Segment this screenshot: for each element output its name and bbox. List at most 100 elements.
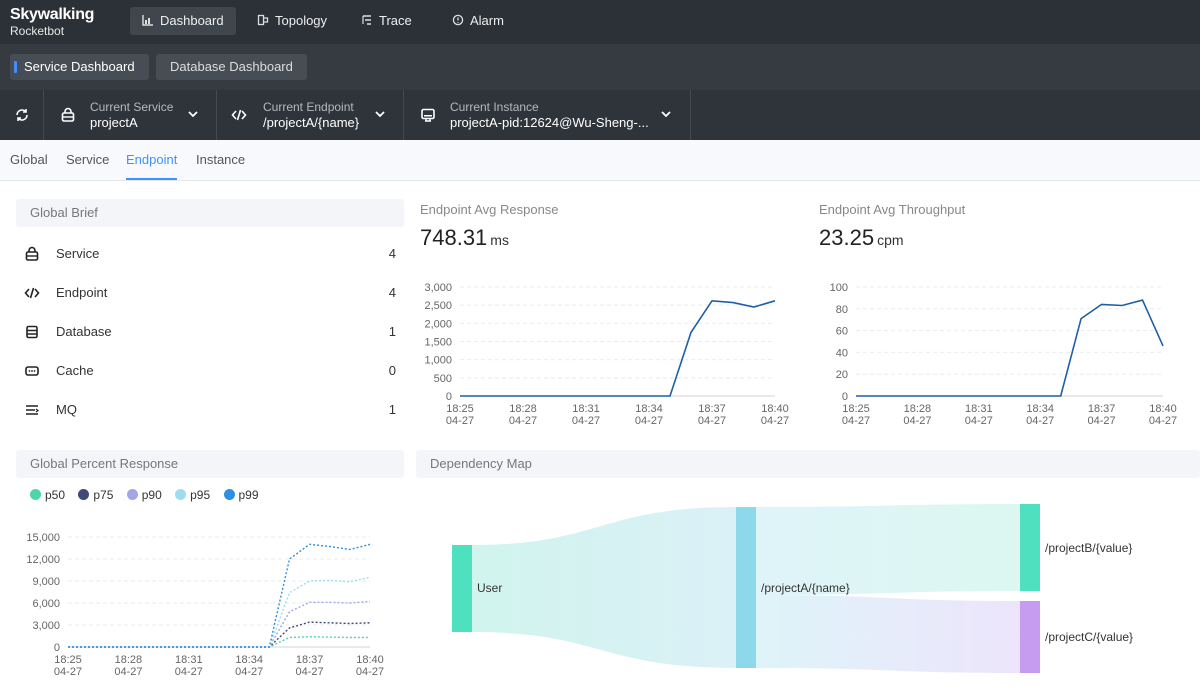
x-tick-label: 18:40 bbox=[761, 403, 789, 415]
dashboard-tabs-bar: Service Dashboard Database Dashboard bbox=[0, 44, 1200, 90]
sankey-node-user[interactable] bbox=[452, 545, 472, 632]
brief-row-database: Database 1 bbox=[24, 322, 396, 342]
nav-dashboard-label: Dashboard bbox=[160, 13, 224, 28]
sankey-label-projectb: /projectB/{value} bbox=[1045, 541, 1132, 555]
x-tick-date: 04-27 bbox=[635, 415, 663, 427]
avg-throughput-value: 23.25 cpm bbox=[819, 225, 904, 251]
series-line-value bbox=[460, 299, 776, 397]
series-line-p75 bbox=[68, 621, 371, 648]
service-selector[interactable]: Current Service projectA bbox=[44, 90, 217, 140]
x-tick-date: 04-27 bbox=[1088, 415, 1116, 427]
x-tick-label: 18:31 bbox=[572, 403, 600, 415]
y-tick-label: 80 bbox=[836, 304, 848, 316]
y-tick-label: 500 bbox=[434, 373, 452, 385]
series-line-p50 bbox=[68, 635, 370, 648]
legend-label: p75 bbox=[93, 488, 114, 502]
tab-endpoint[interactable]: Endpoint bbox=[126, 152, 178, 180]
x-tick-label: 18:25 bbox=[446, 403, 474, 415]
avg-response-unit: ms bbox=[490, 232, 509, 248]
chevron-down-icon bbox=[375, 111, 385, 118]
alarm-icon bbox=[452, 14, 464, 26]
legend-item-p50[interactable]: p50 bbox=[30, 488, 65, 502]
legend-item-p99[interactable]: p99 bbox=[223, 488, 259, 502]
top-navigation-bar: Skywalking Rocketbot Dashboard Topology … bbox=[0, 0, 1200, 44]
legend-label: p50 bbox=[45, 488, 66, 502]
legend-item-p90[interactable]: p90 bbox=[126, 488, 162, 502]
y-tick-label: 2,000 bbox=[424, 318, 452, 330]
brief-name: Cache bbox=[56, 363, 94, 378]
y-tick-label: 15,000 bbox=[26, 532, 60, 544]
y-tick-label: 12,000 bbox=[26, 554, 60, 566]
series-line-p90 bbox=[68, 600, 371, 648]
instance-selector[interactable]: Current Instance projectA-pid:12624@Wu-S… bbox=[404, 90, 691, 140]
sankey-label-projectc: /projectC/{value} bbox=[1045, 630, 1133, 644]
refresh-button[interactable] bbox=[0, 90, 44, 140]
chevron-down-icon bbox=[188, 111, 198, 118]
dashboard-tab-database[interactable]: Database Dashboard bbox=[156, 54, 307, 80]
brand-sub: Rocketbot bbox=[10, 24, 65, 38]
x-tick-label: 18:34 bbox=[235, 654, 263, 666]
dashboard-tab-service[interactable]: Service Dashboard bbox=[10, 54, 149, 80]
brief-value: 4 bbox=[388, 246, 396, 261]
sankey-node-projectc[interactable] bbox=[1020, 601, 1040, 673]
percent-response-title: Global Percent Response bbox=[16, 450, 404, 478]
legend-swatch bbox=[126, 489, 138, 500]
y-tick-label: 2,500 bbox=[424, 300, 452, 312]
brief-value: 1 bbox=[388, 402, 396, 417]
brief-value: 0 bbox=[388, 363, 396, 378]
instance-selector-label: Current Instance bbox=[450, 100, 539, 114]
brief-value: 4 bbox=[388, 285, 396, 300]
legend-swatch bbox=[223, 489, 235, 500]
app-logo[interactable]: Skywalking Rocketbot bbox=[10, 6, 94, 38]
nav-topology[interactable]: Topology bbox=[245, 7, 339, 35]
nav-dashboard[interactable]: Dashboard bbox=[130, 7, 236, 35]
y-tick-label: 0 bbox=[54, 642, 60, 654]
x-tick-date: 04-27 bbox=[965, 415, 993, 427]
x-tick-date: 04-27 bbox=[698, 415, 726, 427]
legend-label: p95 bbox=[190, 488, 211, 502]
y-tick-label: 6,000 bbox=[32, 598, 60, 610]
avg-response-value: 748.31 ms bbox=[420, 225, 509, 251]
topology-icon bbox=[257, 14, 269, 26]
nav-alarm[interactable]: Alarm bbox=[440, 7, 516, 35]
brand-name: Skywalking bbox=[10, 6, 95, 23]
x-tick-date: 04-27 bbox=[572, 415, 600, 427]
brief-row-cache: Cache 0 bbox=[24, 361, 396, 381]
endpoint-selector-value: /projectA/{name} bbox=[263, 115, 360, 130]
page-tabs: Global Service Endpoint Instance bbox=[0, 140, 1200, 181]
x-tick-date: 04-27 bbox=[446, 415, 474, 427]
x-tick-label: 18:37 bbox=[698, 403, 726, 415]
sankey-node-projectb[interactable] bbox=[1020, 504, 1040, 591]
x-tick-label: 18:28 bbox=[115, 654, 143, 666]
sankey-node-projecta[interactable] bbox=[736, 507, 756, 668]
global-brief-title: Global Brief bbox=[16, 199, 404, 227]
trace-icon bbox=[362, 15, 371, 25]
x-tick-date: 04-27 bbox=[296, 666, 324, 678]
avg-throughput-title: Endpoint Avg Throughput bbox=[819, 202, 966, 217]
x-tick-date: 04-27 bbox=[54, 666, 82, 678]
legend-item-p95[interactable]: p95 bbox=[175, 488, 210, 502]
bar-chart-icon bbox=[142, 15, 153, 26]
legend-item-p75[interactable]: p75 bbox=[78, 488, 113, 502]
x-tick-label: 18:31 bbox=[965, 403, 993, 415]
legend-swatch bbox=[30, 489, 41, 500]
series-line-value bbox=[856, 299, 1164, 397]
nav-trace-label: Trace bbox=[379, 13, 412, 28]
x-tick-date: 04-27 bbox=[114, 666, 142, 678]
x-tick-label: 18:28 bbox=[509, 403, 537, 415]
dependency-map-chart: User /projectA/{name} /projectB/{value} … bbox=[452, 504, 1133, 673]
avg-response-chart: 05001,0001,5002,0002,5003,00018:2504-271… bbox=[424, 282, 789, 427]
tab-global[interactable]: Global bbox=[10, 152, 48, 167]
avg-throughput-number: 23.25 bbox=[819, 225, 875, 250]
x-tick-date: 04-27 bbox=[175, 666, 203, 678]
brief-value: 1 bbox=[388, 324, 396, 339]
nav-alarm-label: Alarm bbox=[470, 13, 504, 28]
y-tick-label: 3,000 bbox=[424, 282, 452, 294]
endpoint-selector[interactable]: Current Endpoint /projectA/{name} bbox=[217, 90, 404, 140]
service-selector-label: Current Service bbox=[90, 100, 174, 114]
x-tick-date: 04-27 bbox=[1149, 415, 1177, 427]
tab-instance[interactable]: Instance bbox=[196, 152, 246, 167]
nav-trace[interactable]: Trace bbox=[349, 7, 424, 35]
percent-response-legend: p50 p75 p90 p95 p99 bbox=[30, 488, 269, 504]
tab-service[interactable]: Service bbox=[66, 152, 110, 167]
